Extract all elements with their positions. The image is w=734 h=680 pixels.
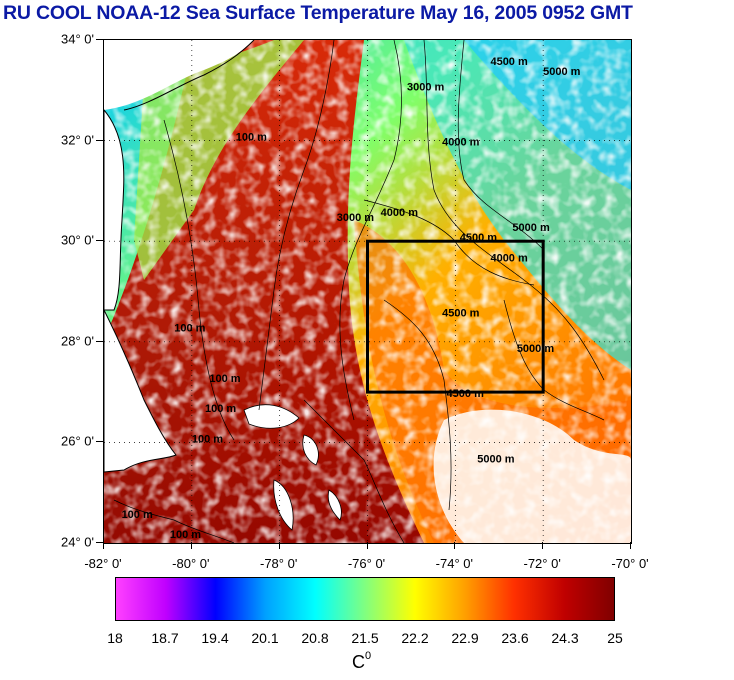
contour-label: 100 m [170, 529, 201, 541]
latitude-tick [96, 139, 103, 141]
contour-label: 3000 m [407, 81, 445, 93]
latitude-tick [96, 240, 103, 242]
unit-main: C [352, 652, 365, 672]
contour-label: 4000 m [442, 137, 480, 149]
sst-map-canvas: 3000 m 4500 m 5000 m 4000 m 100 m 4000 m 3000 … [104, 40, 631, 543]
longitude-tick [630, 542, 631, 549]
colorbar-unit: C0 [352, 650, 372, 673]
contour-label: 5000 m [543, 66, 581, 78]
contour-label: 5000 m [512, 222, 550, 234]
colorbar-tick-label: 23.6 [501, 630, 529, 646]
contour-label: 4000 m [381, 207, 419, 219]
longitude-label: -80° 0' [172, 556, 210, 571]
contour-line [113, 499, 235, 543]
island-andros [273, 479, 294, 531]
latitude-tick [96, 441, 103, 443]
longitude-label: -70° 0' [611, 556, 649, 571]
land-carolinas [104, 40, 254, 110]
contour-label: 3000 m [337, 212, 375, 224]
temperature-colorbar [115, 577, 615, 621]
colorbar-tick-label: 19.4 [201, 630, 229, 646]
colorbar-tick-label: 20.1 [251, 630, 279, 646]
latitude-label: 26° 0' [61, 433, 94, 449]
longitude-tick [454, 542, 456, 549]
latitude-label: 34° 0' [61, 31, 94, 47]
contour-label: 100 m [205, 403, 236, 415]
island-grand-bahama [243, 404, 300, 429]
longitude-label: -74° 0' [435, 556, 473, 571]
longitude-tick [278, 542, 280, 549]
contour-label: 4500 m [442, 308, 480, 320]
contour-label: 100 m [174, 323, 205, 335]
contour-label: 100 m [192, 433, 223, 445]
study-area-box [366, 239, 545, 394]
contour-label: 5000 m [517, 343, 555, 355]
longitude-tick [190, 542, 192, 549]
contour-label: 100 m [236, 132, 267, 144]
colorbar-tick-label: 22.2 [401, 630, 429, 646]
longitude-tick [542, 542, 544, 549]
colorbar-tick-label: 20.8 [301, 630, 329, 646]
colorbar-tick-label: 21.5 [351, 630, 379, 646]
contour-line [383, 299, 452, 511]
land-florida-coast [104, 109, 125, 311]
contour-line [258, 40, 335, 411]
contour-label: 5000 m [477, 454, 515, 466]
sst-map: 3000 m 4500 m 5000 m 4000 m 100 m 4000 m 3000 … [103, 39, 632, 544]
colorbar-tick-label: 25 [607, 630, 623, 646]
colorbar-tick-label: 18 [107, 630, 123, 646]
latitude-label: 24° 0' [61, 534, 94, 550]
contour-line [423, 40, 605, 381]
contour-label: 4500 m [447, 388, 485, 400]
longitude-tick [103, 542, 104, 549]
longitude-label: -76° 0' [347, 556, 386, 571]
coastline [123, 40, 255, 111]
longitude-label: -72° 0' [523, 556, 561, 571]
land-florida-peninsula [104, 309, 177, 473]
colorbar-tick-label: 22.9 [451, 630, 479, 646]
map-title: RU COOL NOAA-12 Sea Surface Temperature … [3, 2, 633, 24]
cloud-patch-south [433, 409, 631, 543]
latitude-tick [96, 542, 103, 543]
contour-line [339, 40, 402, 421]
latitude-tick [96, 39, 103, 40]
latitude-tick [96, 340, 103, 342]
latitude-label: 28° 0' [61, 333, 94, 349]
contour-label: 4500 m [490, 56, 528, 68]
contour-line [163, 119, 235, 441]
latitude-label: 32° 0' [61, 132, 94, 148]
colorbar-tick-label: 24.3 [551, 630, 579, 646]
contour-line [457, 40, 545, 251]
unit-superscript: 0 [365, 650, 372, 662]
longitude-label: -78° 0' [260, 556, 298, 571]
island-eleuthera [327, 489, 342, 521]
contour-label: 100 m [209, 373, 240, 385]
longitude-label: -82° 0' [84, 556, 122, 571]
contour-line [303, 399, 405, 543]
longitude-tick [366, 542, 368, 549]
contour-label: 100 m [122, 509, 153, 521]
latitude-label: 30° 0' [61, 232, 94, 248]
colorbar-tick-label: 18.7 [151, 630, 179, 646]
contour-label: 4000 m [490, 252, 528, 264]
